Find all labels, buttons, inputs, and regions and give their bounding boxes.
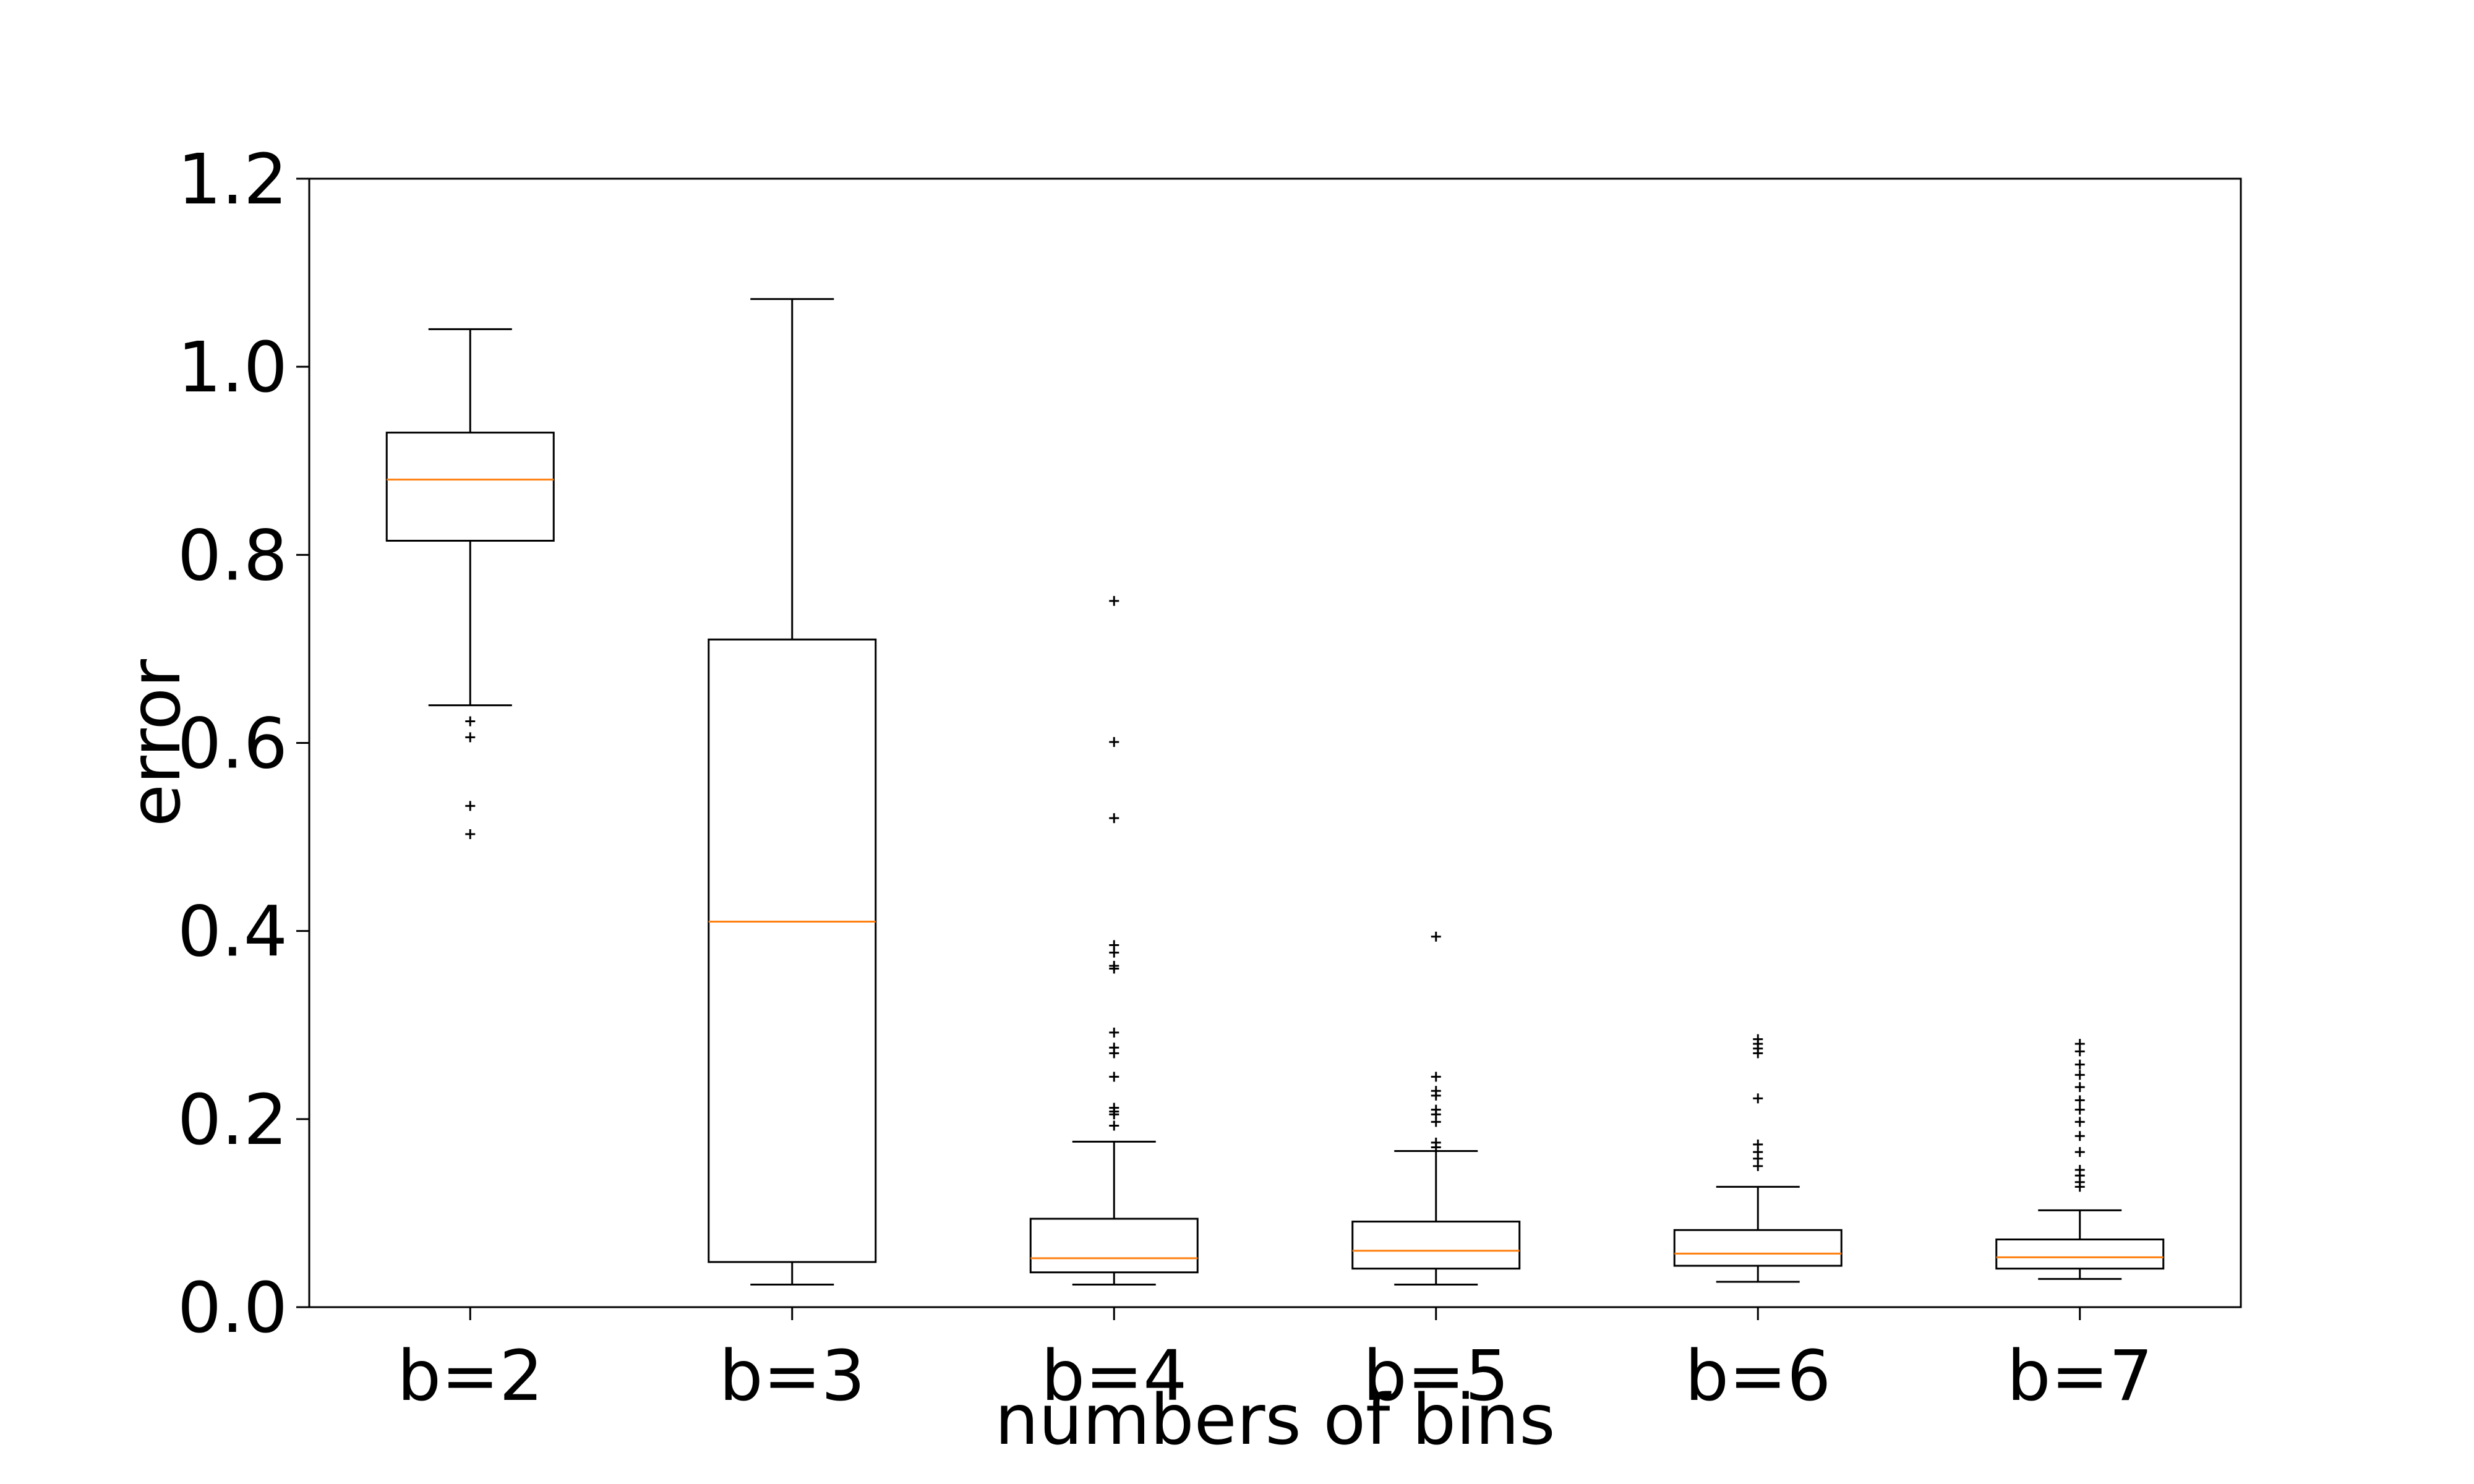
- interquartile-box: [385, 432, 555, 542]
- interquartile-box: [1029, 1217, 1199, 1274]
- outlier-point: [1431, 1117, 1441, 1127]
- y-tick-label: 0.8: [178, 516, 288, 596]
- outlier-point: [1109, 1120, 1119, 1131]
- plot-content: [385, 298, 2165, 1286]
- x-tick-label: b=2: [397, 1336, 543, 1417]
- y-tick-label: 1.0: [178, 328, 288, 408]
- box-group-b=7: [1995, 1039, 2165, 1280]
- y-tick-label: 0.2: [178, 1080, 288, 1161]
- interquartile-box: [1995, 1239, 2165, 1270]
- box-group-b=5: [1351, 931, 1521, 1286]
- outlier-point: [2074, 1104, 2085, 1115]
- outlier-point: [1753, 1093, 1763, 1104]
- outlier-point: [1431, 931, 1441, 942]
- y-tick-label: 0.4: [178, 892, 288, 973]
- outlier-point: [1109, 813, 1119, 824]
- y-tick-label: 0.6: [178, 704, 288, 785]
- interquartile-box: [1673, 1229, 1843, 1267]
- outlier-point: [1109, 1072, 1119, 1082]
- interquartile-box: [1351, 1221, 1521, 1270]
- outlier-point: [2074, 1147, 2085, 1158]
- x-tick-label: b=4: [1041, 1336, 1187, 1417]
- outlier-point: [1109, 1109, 1119, 1120]
- outlier-point: [2074, 1182, 2085, 1192]
- x-tick-label: b=7: [2007, 1336, 2153, 1417]
- x-tick-label: b=3: [719, 1336, 865, 1417]
- outlier-point: [1431, 1090, 1441, 1101]
- y-tick-label: 1.2: [178, 140, 288, 220]
- outlier-point: [1753, 1161, 1763, 1171]
- outlier-point: [1109, 947, 1119, 958]
- y-axis: 0.0 0.2 0.4 0.6 0.8 1.0 1.2: [178, 140, 309, 1349]
- outlier-point: [1109, 963, 1119, 974]
- outlier-point: [2074, 1082, 2085, 1093]
- outlier-point: [2074, 1095, 2085, 1106]
- x-axis-label: numbers of bins: [995, 1380, 1555, 1461]
- outlier-point: [1109, 595, 1119, 606]
- interquartile-box: [708, 638, 877, 1263]
- outlier-point: [465, 829, 476, 840]
- outlier-point: [2074, 1070, 2085, 1080]
- outlier-point: [1109, 736, 1119, 747]
- box-group-b=6: [1673, 1034, 1843, 1283]
- x-axis: b=2 b=3 b=4 b=5 b=6 b=7: [397, 1307, 2153, 1417]
- y-tick-label: 0.0: [178, 1268, 288, 1349]
- outlier-point: [1753, 1048, 1763, 1059]
- x-tick-label: b=5: [1363, 1336, 1509, 1417]
- outlier-point: [2074, 1131, 2085, 1141]
- outlier-point: [2074, 1046, 2085, 1057]
- x-tick-label: b=6: [1685, 1336, 1831, 1417]
- box-group-b=3: [708, 298, 877, 1286]
- outlier-point: [2074, 1059, 2085, 1070]
- box-group-b=2: [385, 328, 555, 840]
- outlier-point: [2074, 1117, 2085, 1127]
- outlier-point: [1431, 1142, 1441, 1153]
- outlier-point: [465, 716, 476, 727]
- outlier-point: [465, 801, 476, 811]
- outlier-point: [465, 732, 476, 743]
- outlier-point: [1109, 1027, 1119, 1038]
- y-axis-label: error: [116, 659, 196, 827]
- outlier-point: [1431, 1072, 1441, 1082]
- box-group-b=4: [1029, 595, 1199, 1286]
- outlier-point: [1109, 1048, 1119, 1059]
- plot-area-frame: [308, 177, 2242, 1308]
